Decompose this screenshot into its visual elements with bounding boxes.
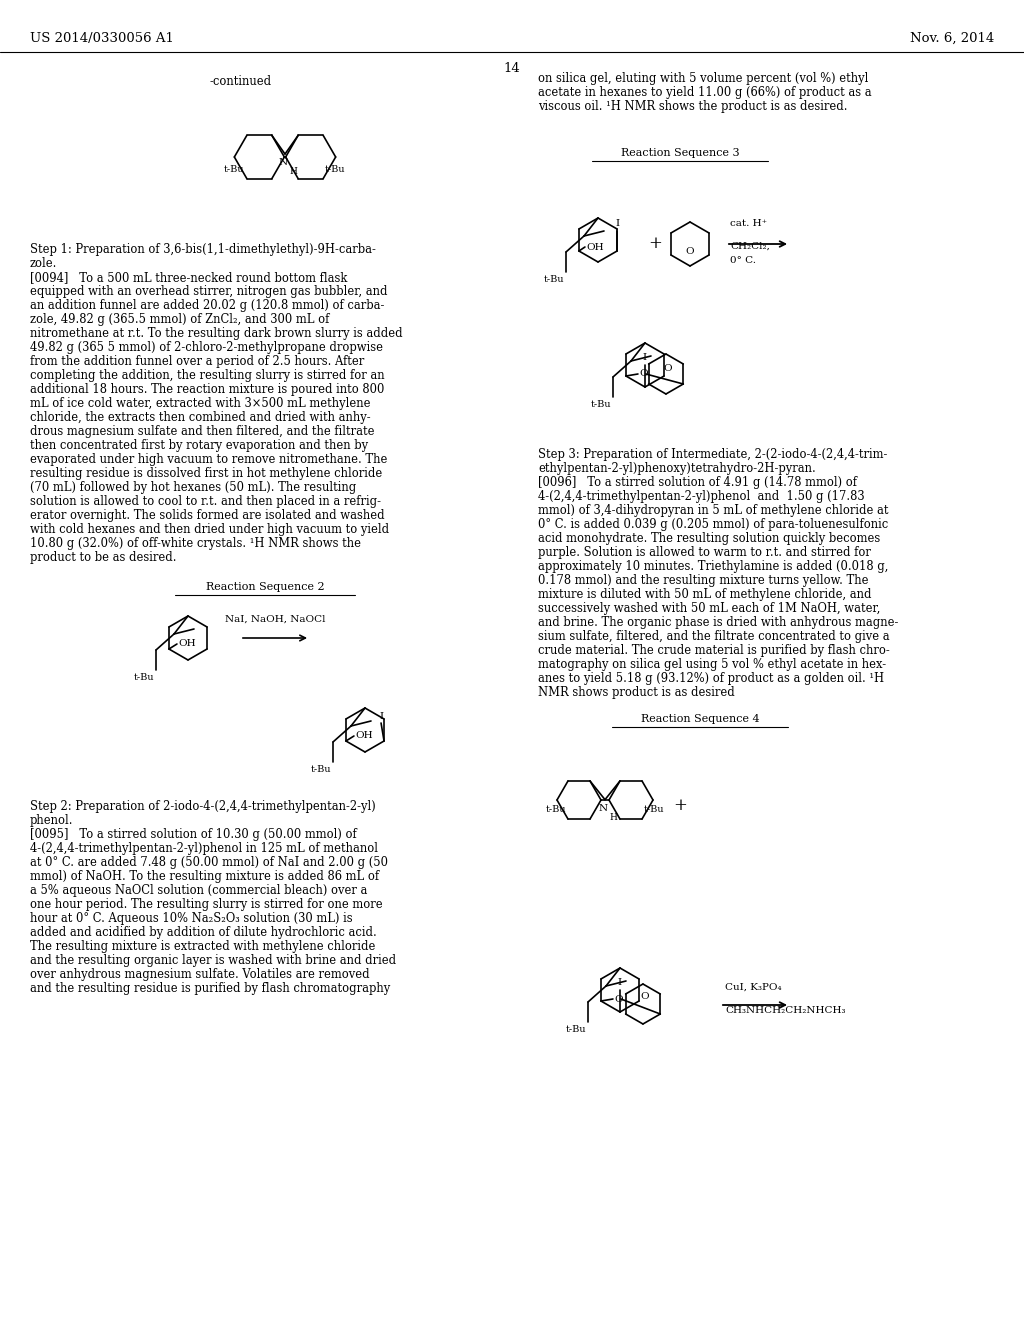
Text: Reaction Sequence 4: Reaction Sequence 4	[641, 714, 760, 723]
Text: O: O	[686, 247, 694, 256]
Text: hour at 0° C. Aqueous 10% Na₂S₂O₃ solution (30 mL) is: hour at 0° C. Aqueous 10% Na₂S₂O₃ soluti…	[30, 912, 352, 925]
Text: Reaction Sequence 2: Reaction Sequence 2	[206, 582, 325, 591]
Text: t-Bu: t-Bu	[591, 400, 611, 409]
Text: and the resulting residue is purified by flash chromatography: and the resulting residue is purified by…	[30, 982, 390, 995]
Text: t-Bu: t-Bu	[546, 805, 566, 814]
Text: solution is allowed to cool to r.t. and then placed in a refrig-: solution is allowed to cool to r.t. and …	[30, 495, 381, 508]
Text: [0096]   To a stirred solution of 4.91 g (14.78 mmol) of: [0096] To a stirred solution of 4.91 g (…	[538, 477, 857, 488]
Text: at 0° C. are added 7.48 g (50.00 mmol) of NaI and 2.00 g (50: at 0° C. are added 7.48 g (50.00 mmol) o…	[30, 855, 388, 869]
Text: [0094]   To a 500 mL three-necked round bottom flask: [0094] To a 500 mL three-necked round bo…	[30, 271, 347, 284]
Text: on silica gel, eluting with 5 volume percent (vol %) ethyl: on silica gel, eluting with 5 volume per…	[538, 73, 868, 84]
Text: equipped with an overhead stirrer, nitrogen gas bubbler, and: equipped with an overhead stirrer, nitro…	[30, 285, 387, 298]
Text: acetate in hexanes to yield 11.00 g (66%) of product as a: acetate in hexanes to yield 11.00 g (66%…	[538, 86, 871, 99]
Text: N: N	[598, 804, 607, 813]
Text: I: I	[379, 711, 383, 721]
Text: product to be as desired.: product to be as desired.	[30, 550, 176, 564]
Text: acid monohydrate. The resulting solution quickly becomes: acid monohydrate. The resulting solution…	[538, 532, 881, 545]
Text: US 2014/0330056 A1: US 2014/0330056 A1	[30, 32, 174, 45]
Text: successively washed with 50 mL each of 1M NaOH, water,: successively washed with 50 mL each of 1…	[538, 602, 881, 615]
Text: N: N	[279, 158, 288, 168]
Text: OH: OH	[355, 731, 373, 741]
Text: t-Bu: t-Bu	[565, 1026, 586, 1034]
Text: O: O	[664, 364, 673, 374]
Text: mL of ice cold water, extracted with 3×500 mL methylene: mL of ice cold water, extracted with 3×5…	[30, 397, 371, 411]
Text: I: I	[617, 978, 622, 987]
Text: then concentrated first by rotary evaporation and then by: then concentrated first by rotary evapor…	[30, 440, 368, 451]
Text: mixture is diluted with 50 mL of methylene chloride, and: mixture is diluted with 50 mL of methyle…	[538, 587, 871, 601]
Text: zole.: zole.	[30, 257, 57, 271]
Text: over anhydrous magnesium sulfate. Volatiles are removed: over anhydrous magnesium sulfate. Volati…	[30, 968, 370, 981]
Text: resulting residue is dissolved first in hot methylene chloride: resulting residue is dissolved first in …	[30, 467, 382, 480]
Text: Reaction Sequence 3: Reaction Sequence 3	[621, 148, 739, 158]
Text: t-Bu: t-Bu	[544, 275, 564, 284]
Text: a 5% aqueous NaOCl solution (commercial bleach) over a: a 5% aqueous NaOCl solution (commercial …	[30, 884, 368, 898]
Text: purple. Solution is allowed to warm to r.t. and stirred for: purple. Solution is allowed to warm to r…	[538, 546, 870, 558]
Text: phenol.: phenol.	[30, 814, 74, 828]
Text: +: +	[648, 235, 662, 252]
Text: 10.80 g (32.0%) of off-white crystals. ¹H NMR shows the: 10.80 g (32.0%) of off-white crystals. ¹…	[30, 537, 361, 550]
Text: NaI, NaOH, NaOCl: NaI, NaOH, NaOCl	[224, 615, 326, 624]
Text: NMR shows product is as desired: NMR shows product is as desired	[538, 686, 735, 700]
Text: H: H	[289, 168, 297, 176]
Text: anes to yield 5.18 g (93.12%) of product as a golden oil. ¹H: anes to yield 5.18 g (93.12%) of product…	[538, 672, 884, 685]
Text: Step 2: Preparation of 2-iodo-4-(2,4,4-trimethylpentan-2-yl): Step 2: Preparation of 2-iodo-4-(2,4,4-t…	[30, 800, 376, 813]
Text: Nov. 6, 2014: Nov. 6, 2014	[909, 32, 994, 45]
Text: t-Bu: t-Bu	[326, 165, 346, 174]
Text: 4-(2,4,4-trimethylpentan-2-yl)phenol  and  1.50 g (17.83: 4-(2,4,4-trimethylpentan-2-yl)phenol and…	[538, 490, 864, 503]
Text: (70 mL) followed by hot hexanes (50 mL). The resulting: (70 mL) followed by hot hexanes (50 mL).…	[30, 480, 356, 494]
Text: t-Bu: t-Bu	[133, 673, 154, 682]
Text: I: I	[643, 352, 647, 362]
Text: t-Bu: t-Bu	[644, 805, 665, 814]
Text: mmol) of NaOH. To the resulting mixture is added 86 mL of: mmol) of NaOH. To the resulting mixture …	[30, 870, 379, 883]
Text: 49.82 g (365 5 mmol) of 2-chloro-2-methylpropane dropwise: 49.82 g (365 5 mmol) of 2-chloro-2-methy…	[30, 341, 383, 354]
Text: 0° C. is added 0.039 g (0.205 mmol) of para-toluenesulfonic: 0° C. is added 0.039 g (0.205 mmol) of p…	[538, 517, 888, 531]
Text: 0° C.: 0° C.	[730, 256, 756, 265]
Text: O: O	[641, 993, 649, 1001]
Text: OH: OH	[178, 639, 196, 648]
Text: CuI, K₃PO₄: CuI, K₃PO₄	[725, 983, 781, 993]
Text: ethylpentan-2-yl)phenoxy)tetrahydro-2H-pyran.: ethylpentan-2-yl)phenoxy)tetrahydro-2H-p…	[538, 462, 816, 475]
Text: 14: 14	[504, 62, 520, 75]
Text: CH₃NHCH₂CH₂NHCH₃: CH₃NHCH₂CH₂NHCH₃	[725, 1006, 846, 1015]
Text: CH₂Cl₂,: CH₂Cl₂,	[730, 242, 770, 251]
Text: completing the addition, the resulting slurry is stirred for an: completing the addition, the resulting s…	[30, 370, 385, 381]
Text: O: O	[639, 370, 647, 379]
Text: an addition funnel are added 20.02 g (120.8 mmol) of carba-: an addition funnel are added 20.02 g (12…	[30, 300, 384, 312]
Text: one hour period. The resulting slurry is stirred for one more: one hour period. The resulting slurry is…	[30, 898, 383, 911]
Text: Step 1: Preparation of 3,6-bis(1,1-dimethylethyl)-9H-carba-: Step 1: Preparation of 3,6-bis(1,1-dimet…	[30, 243, 376, 256]
Text: 0.178 mmol) and the resulting mixture turns yellow. The: 0.178 mmol) and the resulting mixture tu…	[538, 574, 868, 587]
Text: and the resulting organic layer is washed with brine and dried: and the resulting organic layer is washe…	[30, 954, 396, 968]
Text: [0095]   To a stirred solution of 10.30 g (50.00 mmol) of: [0095] To a stirred solution of 10.30 g …	[30, 828, 356, 841]
Text: from the addition funnel over a period of 2.5 hours. After: from the addition funnel over a period o…	[30, 355, 365, 368]
Text: 4-(2,4,4-trimethylpentan-2-yl)phenol in 125 mL of methanol: 4-(2,4,4-trimethylpentan-2-yl)phenol in …	[30, 842, 378, 855]
Text: t-Bu: t-Bu	[310, 766, 331, 774]
Text: I: I	[615, 219, 620, 228]
Text: O: O	[614, 994, 623, 1003]
Text: sium sulfate, filtered, and the filtrate concentrated to give a: sium sulfate, filtered, and the filtrate…	[538, 630, 890, 643]
Text: Step 3: Preparation of Intermediate, 2-(2-iodo-4-(2,4,4-trim-: Step 3: Preparation of Intermediate, 2-(…	[538, 447, 888, 461]
Text: chloride, the extracts then combined and dried with anhy-: chloride, the extracts then combined and…	[30, 411, 371, 424]
Text: The resulting mixture is extracted with methylene chloride: The resulting mixture is extracted with …	[30, 940, 376, 953]
Text: viscous oil. ¹H NMR shows the product is as desired.: viscous oil. ¹H NMR shows the product is…	[538, 100, 848, 114]
Text: mmol) of 3,4-dihydropyran in 5 mL of methylene chloride at: mmol) of 3,4-dihydropyran in 5 mL of met…	[538, 504, 889, 517]
Text: t-Bu: t-Bu	[224, 165, 245, 174]
Text: +: +	[673, 796, 687, 813]
Text: with cold hexanes and then dried under high vacuum to yield: with cold hexanes and then dried under h…	[30, 523, 389, 536]
Text: and brine. The organic phase is dried with anhydrous magne-: and brine. The organic phase is dried wi…	[538, 616, 898, 630]
Text: cat. H⁺: cat. H⁺	[730, 219, 767, 228]
Text: H: H	[609, 813, 616, 821]
Text: OH: OH	[586, 243, 603, 252]
Text: zole, 49.82 g (365.5 mmol) of ZnCl₂, and 300 mL of: zole, 49.82 g (365.5 mmol) of ZnCl₂, and…	[30, 313, 330, 326]
Text: erator overnight. The solids formed are isolated and washed: erator overnight. The solids formed are …	[30, 510, 385, 521]
Text: drous magnesium sulfate and then filtered, and the filtrate: drous magnesium sulfate and then filtere…	[30, 425, 375, 438]
Text: evaporated under high vacuum to remove nitromethane. The: evaporated under high vacuum to remove n…	[30, 453, 387, 466]
Text: added and acidified by addition of dilute hydrochloric acid.: added and acidified by addition of dilut…	[30, 927, 377, 939]
Text: matography on silica gel using 5 vol % ethyl acetate in hex-: matography on silica gel using 5 vol % e…	[538, 657, 886, 671]
Text: crude material. The crude material is purified by flash chro-: crude material. The crude material is pu…	[538, 644, 890, 657]
Text: additional 18 hours. The reaction mixture is poured into 800: additional 18 hours. The reaction mixtur…	[30, 383, 384, 396]
Text: approximately 10 minutes. Triethylamine is added (0.018 g,: approximately 10 minutes. Triethylamine …	[538, 560, 889, 573]
Text: -continued: -continued	[210, 75, 272, 88]
Text: nitromethane at r.t. To the resulting dark brown slurry is added: nitromethane at r.t. To the resulting da…	[30, 327, 402, 341]
